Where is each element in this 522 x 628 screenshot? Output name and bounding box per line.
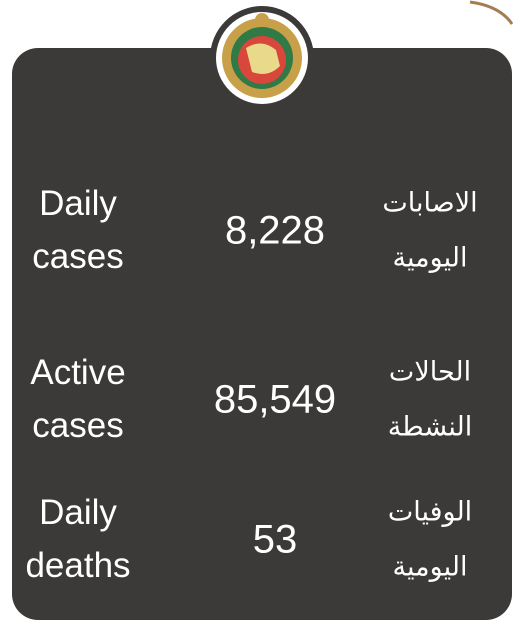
label-ar: النشطة [387, 411, 473, 443]
emblem-map [246, 43, 280, 74]
label-ar: الوفيات [387, 496, 473, 528]
value: 8,228 [224, 208, 326, 253]
label-en: Daily [39, 184, 117, 223]
card [12, 48, 512, 620]
corner-arc [469, 0, 514, 25]
label-ar: اليومية [392, 242, 468, 274]
label-en: Active [30, 353, 126, 392]
label-en: deaths [25, 546, 131, 585]
label-ar: الحالات [388, 356, 472, 388]
emblem-top [255, 13, 269, 27]
value: 85,549 [213, 377, 337, 422]
label-ar: الاصابات [382, 187, 478, 219]
label-en: Daily [39, 493, 117, 532]
label-ar: اليومية [392, 551, 468, 583]
value: 53 [252, 517, 298, 562]
label-en: cases [32, 406, 124, 445]
label-en: cases [32, 237, 124, 276]
